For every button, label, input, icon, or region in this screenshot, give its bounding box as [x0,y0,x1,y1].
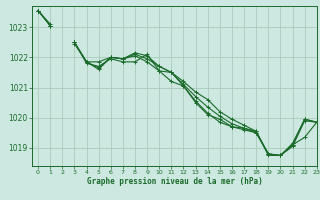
X-axis label: Graphe pression niveau de la mer (hPa): Graphe pression niveau de la mer (hPa) [86,177,262,186]
